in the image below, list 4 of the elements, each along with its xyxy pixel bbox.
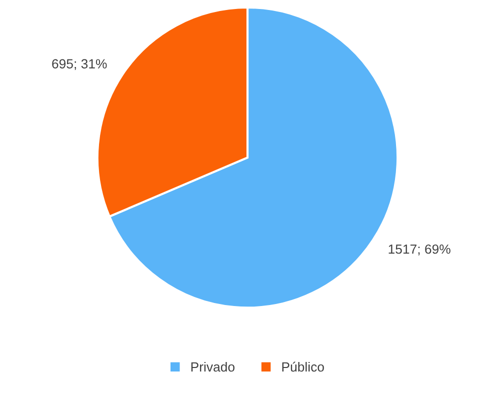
legend-label: Privado — [191, 362, 234, 372]
data-label: 1517; 69% — [388, 244, 450, 256]
legend-label: Público — [282, 362, 324, 372]
data-label: 695; 31% — [52, 59, 107, 70]
